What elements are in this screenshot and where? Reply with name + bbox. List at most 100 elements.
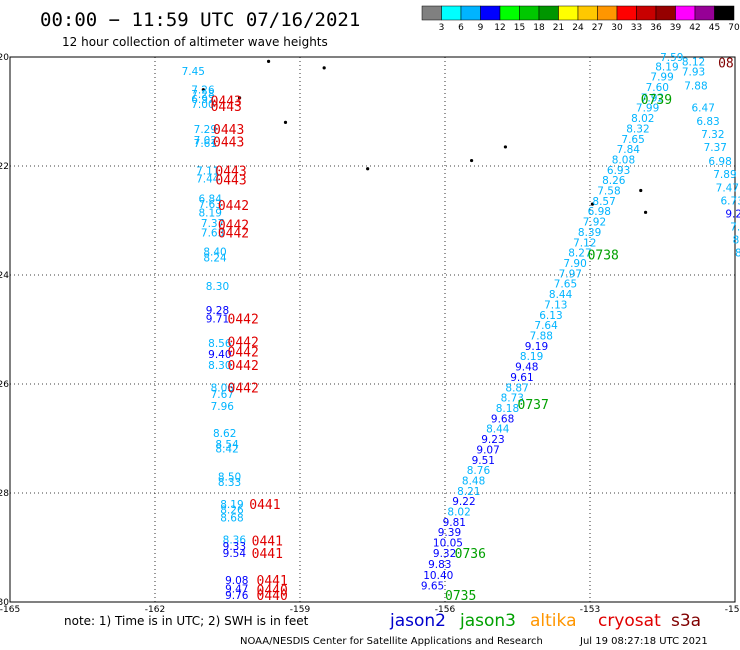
pass-time-label: 0736 <box>455 547 486 562</box>
pass-time-label: 0737 <box>518 398 549 413</box>
y-tick-label: -24 <box>0 271 9 281</box>
pass-time-label: 0440 <box>257 583 288 598</box>
satellite-name: cryosat <box>598 611 661 631</box>
wave-height-label: 9.76 <box>225 590 249 602</box>
pass-time-label: 0442 <box>228 381 259 396</box>
wave-height-label: 9.83 <box>428 559 451 571</box>
wave-height-label: 7.64 <box>534 320 558 332</box>
pass-time-label: 08 <box>718 56 734 71</box>
wave-height-label: 7.88 <box>684 80 707 92</box>
wave-height-label: 9.23 <box>481 434 504 446</box>
wave-height-label: 6.13 <box>539 310 562 322</box>
wave-height-label: 9.2 <box>725 208 740 220</box>
x-tick-label: -156 <box>435 605 456 615</box>
wave-height-label: 6.83 <box>696 116 719 128</box>
colorbar-label: 70 <box>728 23 740 33</box>
wave-height-label: 8.30 <box>208 360 231 372</box>
wave-height-label: 7.00 <box>191 99 214 111</box>
wave-height-label: 7.84 <box>617 144 641 156</box>
colorbar-swatch <box>597 5 618 21</box>
wave-height-label: 7.12 <box>573 237 596 249</box>
wave-height-label: 9.07 <box>476 444 499 456</box>
wave-height-label: 9.39 <box>438 527 461 539</box>
wave-height-label: 9.19 <box>525 341 548 353</box>
pass-time-label: 0442 <box>228 313 259 328</box>
wave-height-label: 7.58 <box>597 186 620 198</box>
wave-height-label: 6.98 <box>708 156 731 168</box>
pass-time-label: 0443 <box>213 135 244 150</box>
island-marker <box>266 59 271 63</box>
colorbar-label: 30 <box>611 23 623 33</box>
colorbar-swatch <box>499 5 520 21</box>
wave-height-label: 7.63 <box>201 227 224 239</box>
wave-height-label: 6.84 <box>199 194 223 206</box>
chart-title: 00:00 − 11:59 UTC 07/16/2021 <box>40 9 360 31</box>
gridlines <box>10 57 735 602</box>
wave-height-label: 7.65 <box>621 134 644 146</box>
chart-subtitle: 12 hour collection of altimeter wave hei… <box>62 35 328 49</box>
island-marker <box>322 66 326 70</box>
wave-height-label: 9.48 <box>515 362 538 374</box>
wave-height-label: 8.42 <box>215 443 238 455</box>
pass-time-label: 0442 <box>218 218 249 233</box>
wave-height-label: 7.37 <box>704 142 727 154</box>
colorbar-swatch <box>460 5 481 21</box>
footer-timestamp: Jul 19 08:27:18 UTC 2021 <box>579 636 708 647</box>
colorbar-label: 9 <box>478 23 484 33</box>
wave-height-label: 7.29 <box>194 124 217 136</box>
pass-time-label: 0441 <box>249 498 280 513</box>
wave-height-label: 7.92 <box>583 217 606 229</box>
wave-height-label: 7.37 <box>201 218 224 230</box>
wave-height-label: 7.63 <box>199 199 222 211</box>
wave-height-label: 8.06 <box>211 382 235 394</box>
axis-ticks: -165 -162 -159 -156 -153 -150 -20 -22 -24 -26 -28 -… <box>0 53 740 615</box>
pass-time-label: 0443 <box>211 95 242 110</box>
satellite-name: jason3 <box>459 611 516 631</box>
wave-height-label: 8.57 <box>592 196 615 208</box>
pass-time-label: 0442 <box>218 226 249 241</box>
wave-height-label: 8.62 <box>213 428 236 440</box>
y-tick-label: -30 <box>0 598 9 608</box>
pass-time-label: 0441 <box>257 574 288 589</box>
wave-height-label: 9.61 <box>510 372 533 384</box>
colorbar-swatch <box>655 5 676 21</box>
wave-height-label: 8.19 <box>520 351 543 363</box>
colorbar-label: 33 <box>631 23 642 33</box>
island-marker <box>639 188 643 193</box>
y-tick-label: -22 <box>0 162 9 172</box>
wave-height-label: 9.68 <box>491 413 514 425</box>
colorbar-label: 27 <box>592 23 603 33</box>
colorbar-swatch <box>519 5 540 21</box>
wave-height-label: 8.27 <box>568 248 591 260</box>
wave-height-label: 7.97 <box>559 268 582 280</box>
colorbar-label: 24 <box>572 23 584 33</box>
plot-frame <box>9 56 736 603</box>
colorbar-swatch <box>675 5 696 21</box>
island-marker <box>590 202 595 206</box>
wave-height-label: 8.18 <box>496 403 519 415</box>
wave-height-label: 7.99 <box>636 103 659 115</box>
wave-height-label: 7.93 <box>682 67 705 79</box>
colorbar-swatch <box>421 5 442 21</box>
island-marker <box>201 88 205 92</box>
colorbar-swatch <box>694 5 715 21</box>
wave-height-label: 7.02 <box>194 135 217 147</box>
colorbar-swatch <box>441 5 462 21</box>
wave-height-label: 8.08 <box>612 154 635 166</box>
colorbar-label: 3 <box>439 23 445 33</box>
wave-height-label: 9.22 <box>452 496 475 508</box>
wave-height-label: 8.21 <box>457 486 480 498</box>
satellite-name: s3a <box>671 611 701 631</box>
island-marker <box>503 145 508 149</box>
x-tick-label: -162 <box>145 605 165 615</box>
wave-height-label: 8.68 <box>220 513 243 525</box>
colorbar-label: 36 <box>650 23 662 33</box>
satellite-legend: jason2 jason3 altika cryosat s3a <box>389 611 701 631</box>
island-marker <box>469 158 474 163</box>
wave-labels: 7.45 7.267.286.977.00 7.297.027.61 7.117.44… <box>182 52 740 604</box>
pass-time-label: 0443 <box>211 100 242 115</box>
wave-height-label: 7.5 <box>730 221 740 233</box>
wave-height-label: 10.05 <box>433 538 463 550</box>
wave-height-label: 7.32 <box>701 129 724 141</box>
